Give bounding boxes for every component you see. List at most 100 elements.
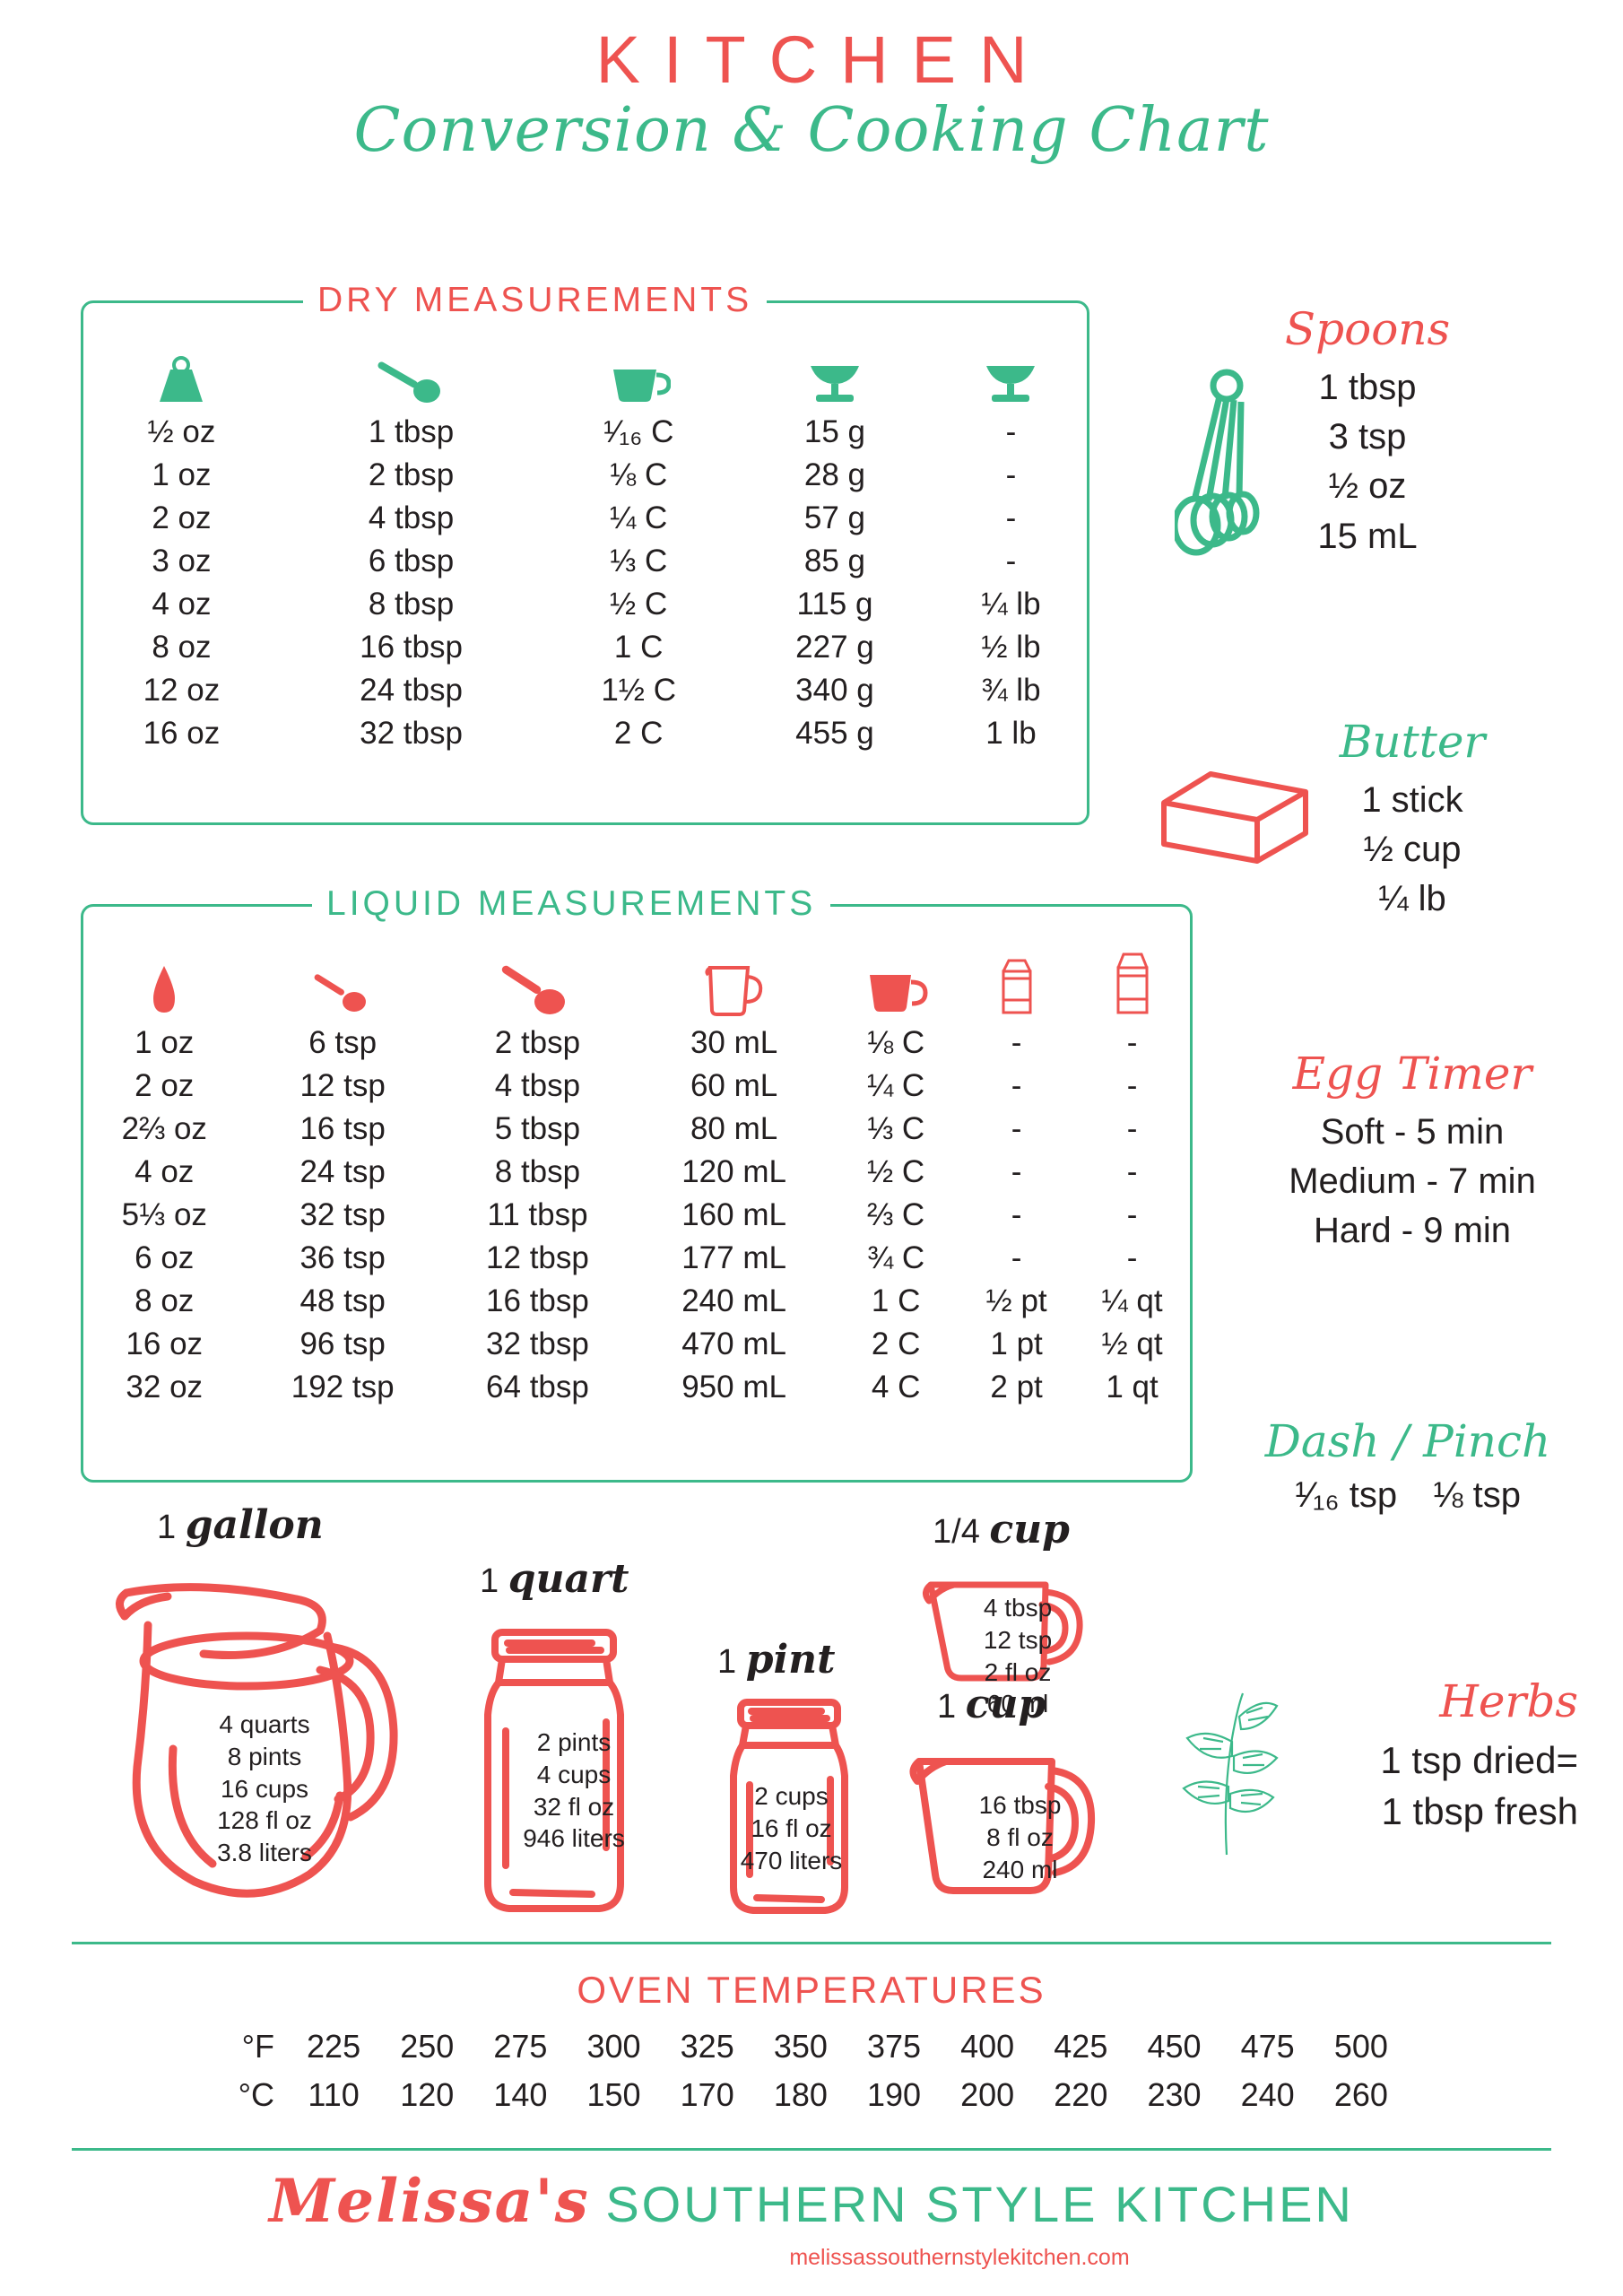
celsius-value: 220 <box>1054 2076 1108 2113</box>
liquid-cell: ¾ C <box>867 1240 925 1275</box>
liquid-cell: 2 oz <box>135 1068 195 1103</box>
pitcher-icon <box>635 946 833 1022</box>
one-cup-value-line: 240 ml <box>982 1855 1058 1883</box>
gallon-label: 1 gallon <box>157 1502 324 1548</box>
quart-unit: quart <box>508 1556 629 1602</box>
pint-amount: 1 <box>717 1643 737 1681</box>
one-cup-label: 1 cup <box>937 1682 1046 1727</box>
fahrenheit-value: 450 <box>1147 2028 1202 2065</box>
weight-icon <box>83 346 280 411</box>
liquid-cell: 177 mL <box>681 1240 786 1275</box>
celsius-value: 110 <box>308 2076 360 2113</box>
gallon-pitcher-icon <box>94 1561 444 1915</box>
pint-jar-icon <box>708 1695 870 1924</box>
dry-measurements-title: DRY MEASUREMENTS <box>303 281 768 320</box>
liquid-cell: 12 tbsp <box>486 1240 589 1275</box>
celsius-value: 260 <box>1333 2076 1388 2113</box>
celsius-value: 230 <box>1147 2076 1202 2113</box>
one-cup-amount: 1 <box>937 1688 957 1726</box>
brand-name: Melissa's SOUTHERN STYLE KITCHEN <box>0 2166 1623 2236</box>
brand-rest: SOUTHERN STYLE KITCHEN <box>605 2176 1354 2232</box>
fahrenheit-value: 250 <box>400 2028 455 2065</box>
oven-temperatures-table: °F 225 250 275 300 325 350 375 400 425 450 475 500 °… <box>224 2022 1408 2119</box>
spoons-line: ½ oz <box>1328 466 1407 507</box>
liquid-cell: - <box>1126 1068 1138 1103</box>
dry-cell: 16 oz <box>143 716 221 751</box>
celsius-value: 170 <box>680 2076 734 2113</box>
one-cup-value-line: 16 tbsp <box>978 1791 1062 1819</box>
celsius-row: °C 110 120 140 150 170 180 190 200 220 230 240 260 <box>224 2071 1408 2119</box>
celsius-value: 150 <box>586 2076 641 2113</box>
liquid-cell: 2 C <box>871 1326 921 1361</box>
dry-cell: 1 lb <box>985 716 1037 751</box>
dry-cell: 2 tbsp <box>368 457 455 492</box>
liquid-cell: - <box>1126 1197 1138 1232</box>
table-row: 8 oz 48 tsp 16 tbsp 240 mL 1 C ½ pt ¼ qt <box>83 1280 1190 1323</box>
pint-value-line: 16 fl oz <box>751 1813 832 1842</box>
liquid-cell: 470 mL <box>681 1326 786 1361</box>
quart-values: 2 pints 4 cups 32 fl oz 946 liters <box>484 1726 664 1855</box>
page-header: KITCHEN Conversion & Cooking Chart <box>0 0 1623 166</box>
butter-stick-icon <box>1157 767 1314 874</box>
pint-label: 1 pint <box>717 1637 836 1683</box>
one-cup-measure-icon <box>901 1740 1107 1915</box>
quarter-cup-measure-icon <box>915 1565 1094 1704</box>
fahrenheit-value: 475 <box>1240 2028 1295 2065</box>
liquid-cell: - <box>1011 1197 1022 1232</box>
quart-label: 1 quart <box>480 1556 629 1602</box>
liquid-cell: 950 mL <box>681 1370 786 1405</box>
dry-cell: 16 tbsp <box>360 630 463 665</box>
divider-bottom <box>72 2148 1551 2151</box>
table-row: 12 oz 24 tbsp 1½ C 340 g ¾ lb <box>83 669 1087 712</box>
egg-timer-section: Egg Timer Soft - 5 min Medium - 7 min Ha… <box>1246 1049 1578 1257</box>
dry-cell: 32 tbsp <box>360 716 463 751</box>
dry-cell: 15 g <box>803 414 866 449</box>
quart-value-line: 4 cups <box>536 1760 612 1788</box>
butter-line: 1 stick <box>1361 780 1463 820</box>
liquid-cell: 240 mL <box>681 1283 786 1318</box>
liquid-cell: 36 tsp <box>299 1240 386 1275</box>
scale-icon <box>935 346 1087 411</box>
liquid-cell: 2⅔ oz <box>121 1111 207 1146</box>
liquid-cell: 1 qt <box>1106 1370 1159 1405</box>
dry-cell: 3 oz <box>152 544 212 578</box>
oven-temperatures-title: OVEN TEMPERATURES <box>577 1969 1046 2011</box>
dry-cell: - <box>1005 457 1017 492</box>
liquid-cell: 5⅓ oz <box>121 1197 207 1232</box>
website-url[interactable]: melissassouthernstylekitchen.com <box>789 2245 1130 2270</box>
quarter-cup-unit: cup <box>989 1507 1070 1552</box>
quarter-cup-label: 1/4 cup <box>933 1507 1070 1552</box>
liquid-cell: 4 oz <box>135 1154 195 1189</box>
butter-section: Butter 1 stick ½ cup ¼ lb <box>1282 718 1542 925</box>
dry-cell: ⅓ C <box>610 544 668 578</box>
measuring-spoons-icon <box>1171 366 1273 577</box>
table-row: 5⅓ oz 32 tsp 11 tbsp 160 mL ⅔ C - - <box>83 1194 1190 1237</box>
dry-cell: ¾ lb <box>981 673 1041 708</box>
spoons-line: 1 tbsp <box>1318 368 1417 407</box>
quart-amount: 1 <box>480 1562 499 1600</box>
gallon-value-line: 3.8 liters <box>217 1839 312 1867</box>
dash-pinch-heading: Dash / Pinch <box>1264 1415 1551 1467</box>
butter-line: ¼ lb <box>1378 879 1446 919</box>
gallon-value-line: 128 fl oz <box>217 1806 312 1835</box>
dry-cell: 1½ C <box>601 673 676 708</box>
liquid-cell: - <box>1011 1025 1022 1060</box>
table-row: 2 oz 12 tsp 4 tbsp 60 mL ¼ C - - <box>83 1065 1190 1108</box>
dry-cell: 8 tbsp <box>368 587 455 622</box>
page-subtitle: Conversion & Cooking Chart <box>353 95 1270 166</box>
pinch-value: ⅛ tsp <box>1433 1475 1521 1515</box>
fahrenheit-value: 425 <box>1054 2028 1108 2065</box>
divider-top <box>72 1942 1551 1944</box>
liquid-measurements-title: LIQUID MEASUREMENTS <box>312 884 831 924</box>
dry-cell: 85 g <box>803 544 866 578</box>
liquid-cell: 24 tsp <box>299 1154 386 1189</box>
liquid-cell: 11 tbsp <box>487 1197 588 1232</box>
table-row: 1 oz 6 tsp 2 tbsp 30 mL ⅛ C - - <box>83 1022 1190 1065</box>
liquid-cell: 16 tbsp <box>486 1283 589 1318</box>
dry-measurements-table: ½ oz 1 tbsp ¹⁄₁₆ C 15 g-1 oz 2 tbsp ⅛ C 28 g-2… <box>83 346 1087 755</box>
dash-pinch-section: Dash / Pinch ¹⁄₁₆ tsp ⅛ tsp <box>1228 1417 1587 1516</box>
table-row: 4 oz 8 tbsp ½ C 115 g ¼ lb <box>83 583 1087 626</box>
herbs-section: Herbs 1 tsp dried= 1 tbsp fresh <box>1282 1677 1578 1837</box>
dry-cell: ¼ lb <box>981 587 1041 622</box>
dry-cell: ½ lb <box>981 630 1041 665</box>
